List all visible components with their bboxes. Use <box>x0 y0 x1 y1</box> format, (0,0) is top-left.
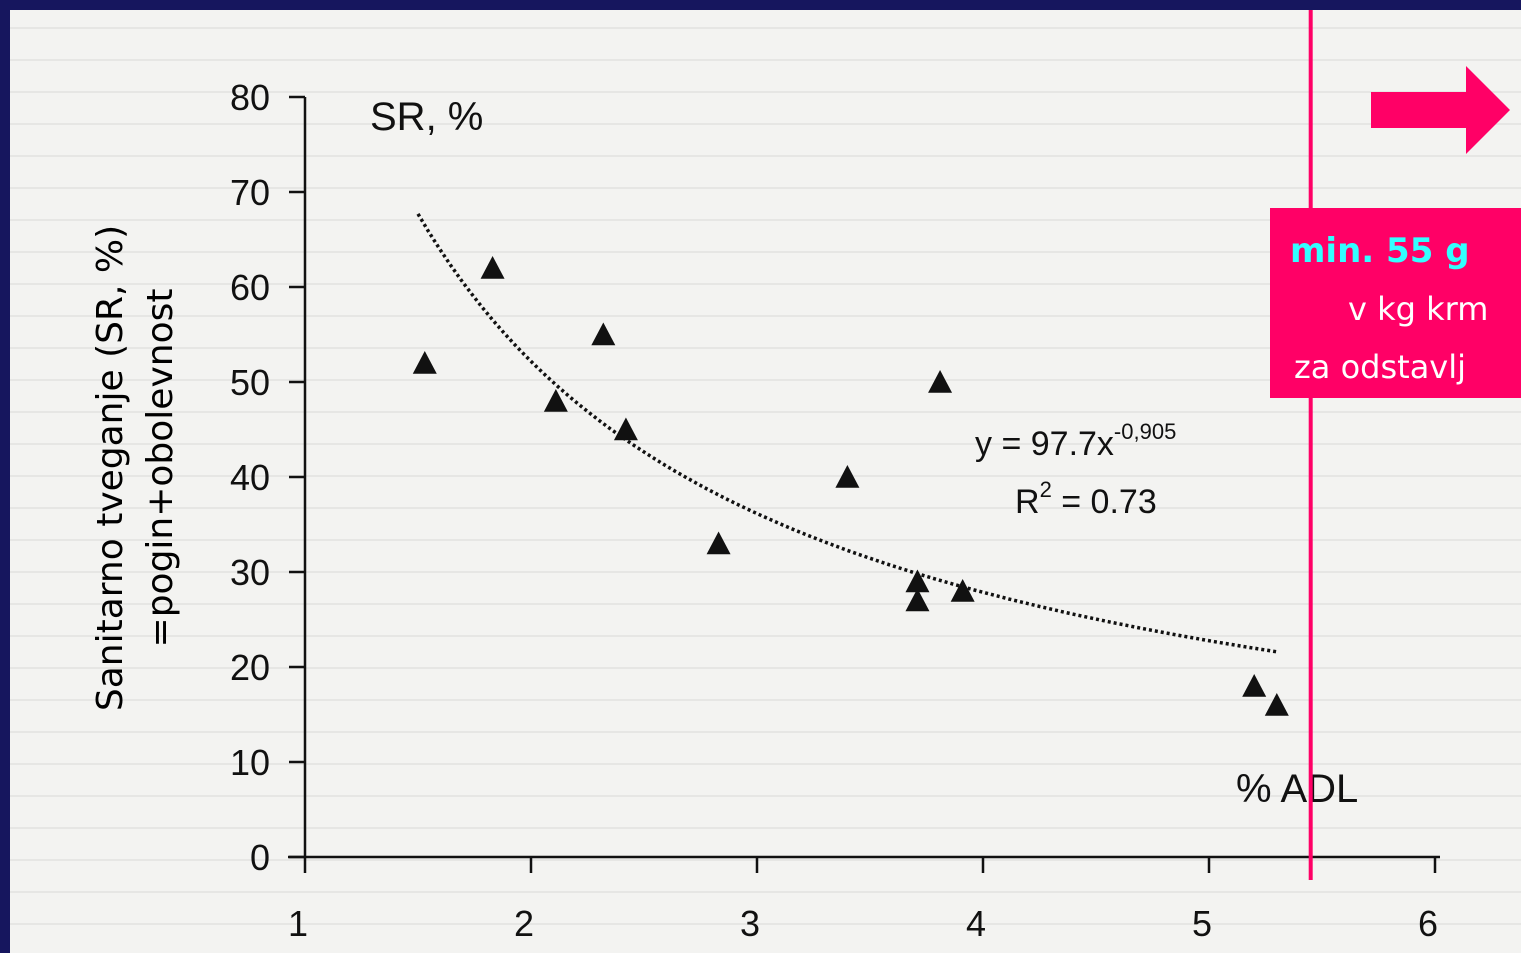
trendline-equation: y = 97.7x-0,905 <box>975 419 1176 463</box>
y-tick-label: 40 <box>230 457 270 498</box>
paper-texture <box>10 10 1521 953</box>
data-point-marker <box>480 256 505 279</box>
data-point-marker <box>950 579 975 602</box>
x-tick-label: 5 <box>1192 903 1212 944</box>
y-tick-label: 70 <box>230 172 270 213</box>
data-point-marker <box>905 569 930 593</box>
x-tick-label: 3 <box>740 903 760 944</box>
data-point-marker <box>591 322 616 346</box>
data-points <box>412 256 1289 716</box>
top-border <box>0 0 1521 10</box>
tick-labels: 0 10 20 30 40 50 60 70 80 1 2 3 4 5 6 <box>230 77 1438 944</box>
data-point-marker <box>613 417 638 441</box>
y-tick-label: 30 <box>230 552 270 593</box>
callout-line-3: za odstavlj <box>1294 348 1466 386</box>
y-tick-label: 10 <box>230 742 270 783</box>
data-point-marker <box>412 351 437 374</box>
y-tick-label: 60 <box>230 267 270 308</box>
y-axis-subtitle: =pogin+obolevnost <box>140 289 181 648</box>
axes <box>288 95 1440 873</box>
callout-line-2: v kg krm <box>1348 290 1488 328</box>
data-point-marker <box>928 370 953 393</box>
y-axis-title: Sanitarno tveganje (SR, %) <box>90 225 131 711</box>
data-point-marker <box>1264 693 1289 716</box>
y-tick-label: 80 <box>230 77 270 118</box>
arrow-right-icon <box>1371 66 1510 154</box>
x-tick-label: 1 <box>288 903 308 944</box>
y-tick-label: 0 <box>250 837 270 878</box>
r-squared-label: R2 = 0.73 <box>1015 477 1157 521</box>
callout-line-1: min. 55 g <box>1290 231 1470 271</box>
x-tick-label: 2 <box>514 903 534 944</box>
data-point-marker <box>706 531 731 555</box>
x-tick-label: 6 <box>1418 903 1438 944</box>
y-tick-label: 20 <box>230 647 270 688</box>
left-border <box>0 0 10 953</box>
callout-box <box>1270 208 1521 398</box>
y-unit-label: SR, % <box>370 95 483 139</box>
data-point-marker <box>1242 674 1267 697</box>
trendline <box>416 213 1278 654</box>
y-tick-label: 50 <box>230 362 270 403</box>
data-point-marker <box>835 465 860 488</box>
data-point-marker <box>543 389 568 412</box>
data-point-marker <box>905 588 930 612</box>
x-tick-label: 4 <box>966 903 986 944</box>
x-unit-label: % ADL <box>1236 767 1358 811</box>
